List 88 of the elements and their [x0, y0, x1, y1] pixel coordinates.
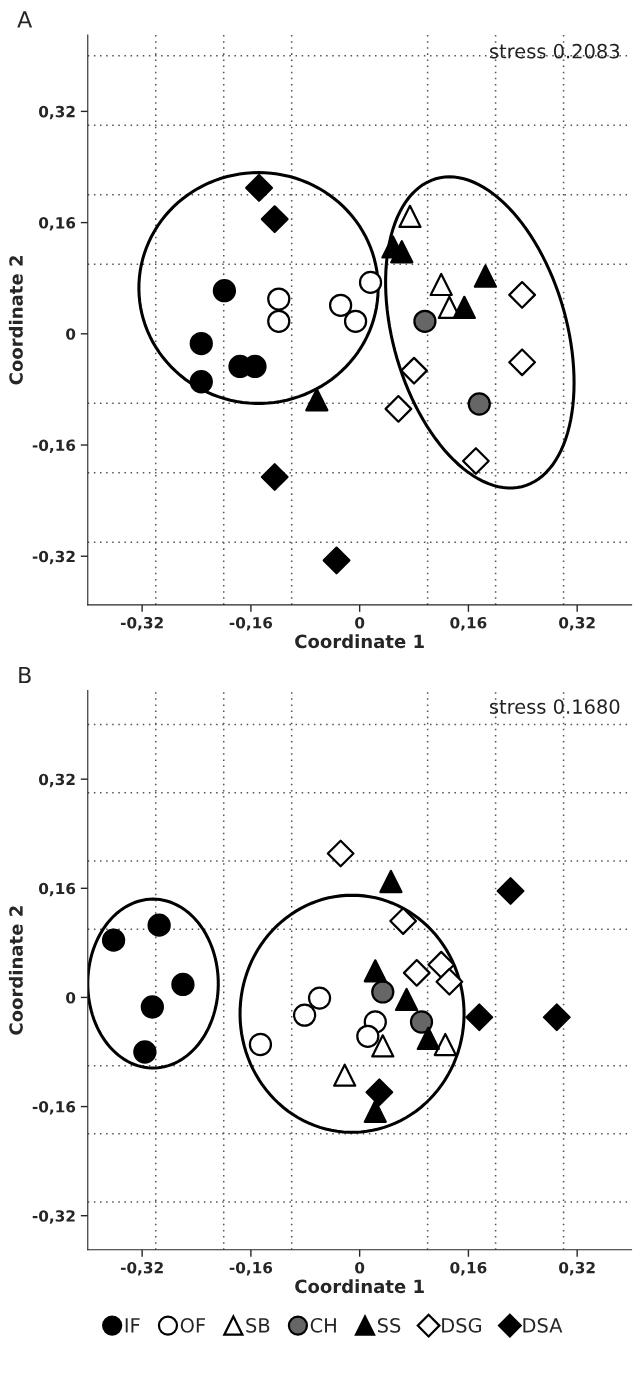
point [508, 280, 537, 309]
point [305, 388, 329, 412]
legend-label: OF [180, 1317, 205, 1333]
y-tick-label: -0,16 [32, 1101, 76, 1115]
y-tick-label: 0 [66, 991, 76, 1004]
point [245, 173, 273, 202]
point [358, 270, 383, 295]
point [496, 877, 525, 905]
point [307, 986, 332, 1010]
point [333, 1063, 357, 1087]
y-tick-label: 0,16 [39, 882, 76, 897]
legend-label: IF [125, 1318, 140, 1333]
x-axis-title: Coordinate 1 [295, 1279, 424, 1294]
x-tick-label: -0,16 [229, 1261, 273, 1276]
point [427, 950, 456, 979]
point [394, 987, 419, 1012]
point [189, 331, 213, 356]
y-axis-title: Coordinate 2 [8, 906, 23, 1035]
legend-label: CH [310, 1317, 336, 1333]
point [398, 204, 422, 228]
point [379, 869, 403, 894]
point [140, 995, 164, 1019]
x-tick-label: 0 [355, 1261, 365, 1274]
point [473, 264, 498, 288]
point [413, 309, 437, 333]
point [400, 356, 428, 385]
legend-label: DSA [523, 1317, 563, 1333]
point [542, 1003, 571, 1032]
point [429, 272, 453, 297]
x-tick-label: -0,32 [120, 1261, 163, 1276]
annotation: stress 0.2083 [489, 43, 620, 59]
y-tick-label: 0,32 [39, 773, 75, 788]
point [416, 1026, 440, 1050]
point [435, 967, 464, 996]
legend-label: SB [246, 1317, 270, 1333]
point [363, 959, 387, 983]
point [461, 447, 490, 475]
point [260, 463, 289, 491]
point [260, 205, 289, 234]
x-tick-label: 0,32 [559, 1261, 595, 1276]
y-tick-label: -0,32 [32, 1210, 75, 1224]
x-tick-label: 0,16 [450, 616, 487, 631]
point [322, 546, 351, 575]
point [171, 972, 195, 997]
point [248, 1032, 273, 1057]
point [390, 240, 414, 264]
point [133, 1040, 157, 1064]
point [147, 913, 171, 937]
x-tick-label: 0,16 [450, 1261, 487, 1276]
legend-label: SS [377, 1317, 401, 1333]
y-tick-label: 0 [66, 328, 76, 340]
point [365, 1078, 394, 1107]
y-tick-label: 0,16 [39, 217, 76, 231]
y-axis-title: Coordinate 2 [8, 256, 23, 385]
x-tick-label: -0,16 [229, 616, 273, 631]
legend-label: DSG [442, 1317, 482, 1333]
point [402, 958, 431, 987]
x-tick-label: -0,32 [120, 616, 163, 631]
x-axis-title: Coordinate 1 [295, 634, 424, 649]
y-tick-label: 0,32 [39, 105, 75, 120]
x-tick-label: 0,32 [559, 616, 595, 631]
chart-title: A [17, 11, 33, 28]
y-tick-label: -0,16 [32, 439, 76, 453]
point [465, 1003, 494, 1032]
point [371, 1034, 395, 1058]
point [343, 309, 368, 333]
annotation: stress 0.1680 [489, 699, 620, 714]
point [384, 394, 413, 423]
point [409, 1010, 434, 1034]
point [328, 293, 353, 317]
point [467, 392, 491, 416]
point [508, 348, 537, 377]
point [389, 907, 418, 935]
point [356, 1024, 380, 1048]
point [326, 839, 355, 868]
point [189, 370, 213, 394]
point [433, 1032, 457, 1057]
point [267, 287, 291, 311]
point [101, 928, 126, 952]
y-tick-label: -0,32 [32, 550, 75, 565]
point [212, 279, 237, 303]
point [363, 1099, 387, 1123]
point [267, 309, 291, 333]
point [452, 295, 476, 320]
x-tick-label: 0 [355, 616, 365, 629]
chart-title: B [19, 666, 31, 684]
point [371, 980, 395, 1004]
point [292, 1003, 317, 1027]
